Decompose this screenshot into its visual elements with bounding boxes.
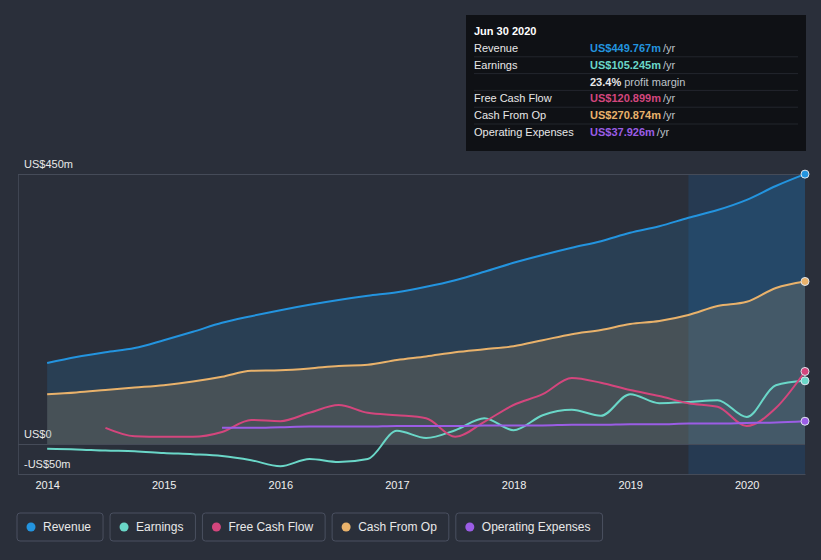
x-tick-label: 2017 — [385, 479, 409, 491]
tooltip-label: Operating Expenses — [474, 126, 574, 138]
legend-item[interactable]: Cash From Op — [332, 513, 449, 541]
tooltip-label: Revenue — [474, 42, 518, 54]
series-line — [47, 174, 805, 363]
legend-item[interactable]: Free Cash Flow — [202, 513, 325, 541]
legend-pill[interactable] — [202, 513, 325, 541]
tooltip-divider — [474, 90, 798, 91]
legend-label[interactable]: Revenue — [43, 520, 91, 534]
x-tick: 2018 — [502, 474, 526, 491]
tooltip-value-number: US$105.245m — [590, 59, 661, 71]
x-tick: 2019 — [618, 474, 642, 491]
tooltip-value-number: US$449.767m — [590, 42, 661, 54]
end-point — [801, 367, 809, 375]
tooltip-label: Earnings — [474, 59, 518, 71]
series-area — [47, 281, 805, 444]
tooltip-value: US$120.899m/yr — [590, 92, 676, 104]
series-line — [222, 421, 805, 428]
chart-container: US$450mUS$0-US$50m2014201520162017201820… — [0, 0, 821, 560]
tooltip-value-unit: /yr — [663, 109, 676, 121]
legend-swatch[interactable] — [120, 523, 129, 532]
tooltip-note-text: profit margin — [624, 76, 685, 88]
tooltip: Jun 30 2020 Revenue US$449.767m/yr Earnings… — [466, 15, 806, 151]
tooltip-value: US$270.874m/yr — [590, 109, 676, 121]
tooltip-value: US$105.245m/yr — [590, 59, 676, 71]
x-axis-line — [19, 474, 806, 475]
tooltip-label: Cash From Op — [474, 109, 546, 121]
tooltip-value-number: US$270.874m — [590, 109, 661, 121]
x-tick-label: 2018 — [502, 479, 526, 491]
y-tick-label: US$450m — [24, 158, 73, 170]
y-tick-label: -US$50m — [24, 458, 70, 470]
legend-swatch[interactable] — [27, 523, 36, 532]
legend-item[interactable]: Operating Expenses — [456, 513, 603, 541]
legend-pill[interactable] — [332, 513, 449, 541]
series-line — [105, 371, 805, 436]
tooltip-note-value: 23.4% — [590, 76, 621, 88]
tooltip-value-unit: /yr — [657, 126, 670, 138]
tooltip-value-number: US$37.926m — [590, 126, 655, 138]
x-tick-label: 2014 — [35, 479, 59, 491]
tooltip-label: Free Cash Flow — [474, 92, 552, 104]
x-tick: 2017 — [385, 474, 409, 491]
legend-label[interactable]: Earnings — [136, 520, 183, 534]
grid-line — [18, 474, 805, 475]
x-tick-label: 2016 — [269, 479, 293, 491]
grid-line — [18, 174, 805, 175]
x-tick-label: 2019 — [618, 479, 642, 491]
end-point — [801, 377, 809, 385]
tooltip-date: Jun 30 2020 — [474, 25, 536, 37]
legend-item[interactable]: Earnings — [110, 513, 195, 541]
legend-label[interactable]: Cash From Op — [358, 520, 437, 534]
legend-swatch[interactable] — [342, 523, 351, 532]
x-tick-label: 2015 — [152, 479, 176, 491]
tooltip-box — [466, 15, 806, 151]
plot-area — [47, 170, 809, 466]
tooltip-value-unit: /yr — [663, 92, 676, 104]
y-axis-line — [18, 175, 19, 475]
x-axis: 2014 2015 2016 2017 2018 2019 2020 — [19, 474, 806, 491]
end-point — [801, 417, 809, 425]
tooltip-value-unit: /yr — [663, 42, 676, 54]
y-axis: US$450mUS$0-US$50m — [18, 158, 805, 474]
legend-swatch[interactable] — [465, 523, 474, 532]
x-tick: 2016 — [269, 474, 293, 491]
x-tick-label: 2020 — [735, 479, 759, 491]
tooltip-divider — [474, 107, 798, 108]
legend: Revenue Earnings Free Cash Flow Cash From O… — [17, 513, 603, 541]
end-point — [801, 277, 809, 285]
x-tick: 2020 — [735, 474, 759, 491]
tooltip-value: US$37.926m/yr — [590, 126, 669, 138]
series-line — [47, 281, 805, 394]
legend-pill[interactable] — [17, 513, 103, 541]
tooltip-value-number: US$120.899m — [590, 92, 661, 104]
legend-label[interactable]: Free Cash Flow — [228, 520, 313, 534]
legend-swatch[interactable] — [212, 523, 221, 532]
tooltip-value: US$449.767m/yr — [590, 42, 676, 54]
legend-pill[interactable] — [456, 513, 603, 541]
x-tick: 2014 — [35, 474, 59, 491]
series-line — [47, 381, 805, 466]
tooltip-divider — [474, 56, 798, 57]
legend-item[interactable]: Revenue — [17, 513, 103, 541]
y-tick: US$450m — [18, 158, 805, 174]
chart-svg: US$450mUS$0-US$50m2014201520162017201820… — [0, 0, 821, 560]
tooltip-note: 23.4%profit margin — [590, 76, 685, 88]
background — [0, 0, 821, 560]
series-area — [47, 174, 805, 444]
legend-label[interactable]: Operating Expenses — [482, 520, 591, 534]
end-point — [801, 170, 809, 178]
grid-line — [18, 444, 805, 445]
x-tick: 2015 — [152, 474, 176, 491]
y-tick: -US$50m — [18, 458, 805, 474]
tooltip-divider — [474, 73, 798, 74]
tooltip-value-unit: /yr — [663, 59, 676, 71]
tooltip-divider — [474, 124, 798, 125]
legend-pill[interactable] — [110, 513, 195, 541]
